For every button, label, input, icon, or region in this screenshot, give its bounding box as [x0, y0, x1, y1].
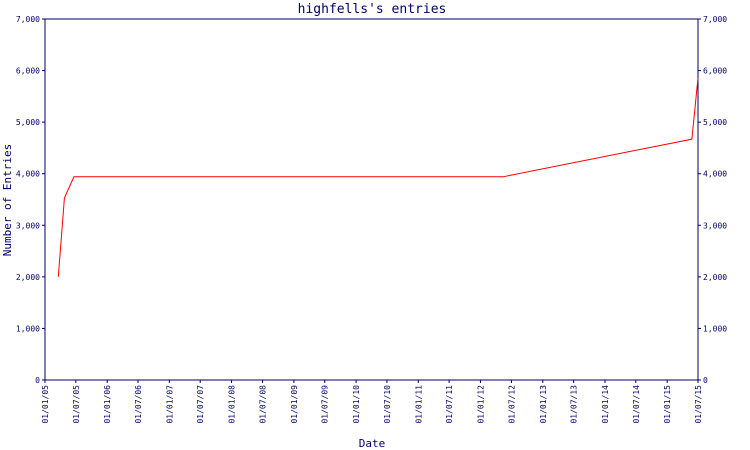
y-tick-label: 3,000 [16, 221, 40, 230]
x-tick-label: 01/01/15 [663, 385, 672, 424]
x-tick-label: 01/01/10 [352, 385, 361, 424]
x-tick-label: 01/01/13 [539, 385, 548, 424]
y2-tick-label: 2,000 [703, 273, 727, 282]
y-tick-label: 0 [35, 376, 40, 385]
y-tick-label: 6,000 [16, 67, 40, 76]
x-tick-label: 01/07/12 [507, 385, 516, 424]
y2-tick-label: 3,000 [703, 221, 727, 230]
x-tick-label: 01/07/05 [72, 385, 81, 424]
y2-tick-label: 6,000 [703, 67, 727, 76]
x-tick-label: 01/01/07 [165, 385, 174, 424]
y-tick-label: 5,000 [16, 118, 40, 127]
x-tick-label: 01/07/10 [383, 385, 392, 424]
x-tick-label: 01/01/11 [414, 385, 423, 424]
y-tick-label: 7,000 [16, 15, 40, 24]
y2-tick-label: 0 [703, 376, 708, 385]
y-tick-label: 4,000 [16, 170, 40, 179]
x-tick-label: 01/01/14 [601, 385, 610, 424]
x-tick-label: 01/01/06 [103, 385, 112, 424]
chart-title: highfells's entries [298, 2, 447, 17]
y2-tick-label: 1,000 [703, 324, 727, 333]
x-tick-label: 01/01/12 [476, 385, 485, 424]
x-tick-label: 01/01/05 [41, 385, 50, 424]
x-tick-label: 01/07/09 [321, 385, 330, 424]
y-tick-label: 2,000 [16, 273, 40, 282]
y-tick-label: 1,000 [16, 324, 40, 333]
plot-frame [44, 18, 699, 381]
x-tick-label: 01/07/08 [259, 385, 268, 424]
x-axis-label: Date [359, 437, 386, 450]
y-axis-label: Number of Entries [1, 144, 14, 257]
x-tick-label: 01/07/07 [196, 385, 205, 424]
x-tick-label: 01/07/15 [694, 385, 703, 424]
data-line [57, 77, 699, 277]
x-tick-label: 01/01/08 [228, 385, 237, 424]
y2-tick-label: 5,000 [703, 118, 727, 127]
y2-tick-label: 4,000 [703, 170, 727, 179]
x-tick-label: 01/01/09 [290, 385, 299, 424]
x-tick-label: 01/07/14 [632, 385, 641, 424]
x-tick-label: 01/07/11 [445, 385, 454, 424]
x-tick-label: 01/07/06 [134, 385, 143, 424]
y2-tick-label: 7,000 [703, 15, 727, 24]
x-tick-label: 01/07/13 [570, 385, 579, 424]
